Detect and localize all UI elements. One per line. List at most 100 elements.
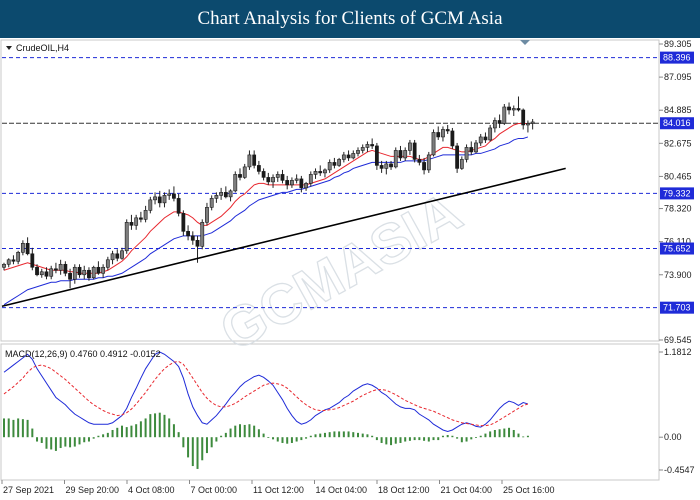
candle bbox=[238, 168, 242, 181]
candle-body bbox=[290, 180, 294, 186]
shift-marker-icon[interactable] bbox=[520, 40, 530, 45]
macd-histogram-bar bbox=[366, 434, 369, 438]
candle-body bbox=[365, 144, 370, 148]
candle-body bbox=[209, 198, 214, 208]
candle-body bbox=[148, 199, 153, 211]
candle bbox=[327, 159, 332, 173]
candle bbox=[412, 139, 417, 163]
candle-body bbox=[464, 147, 469, 160]
candle bbox=[341, 151, 346, 163]
macd-histogram-bar bbox=[243, 424, 246, 438]
candle-body bbox=[82, 269, 87, 276]
macd-histogram-bar bbox=[371, 435, 374, 438]
macd-histogram-bar bbox=[17, 418, 20, 438]
candle bbox=[190, 231, 195, 245]
macd-histogram-bar bbox=[168, 418, 171, 438]
macd-histogram-bar bbox=[489, 431, 492, 438]
candle-body bbox=[313, 171, 318, 175]
candle bbox=[96, 261, 101, 275]
macd-histogram-bar bbox=[7, 418, 10, 438]
candle-body bbox=[138, 217, 143, 220]
candle bbox=[422, 157, 426, 175]
candle bbox=[68, 268, 72, 289]
candle bbox=[502, 103, 507, 125]
candle bbox=[181, 210, 186, 236]
candle-body bbox=[483, 136, 488, 141]
candle-body bbox=[176, 198, 181, 214]
time-tick-label: 14 Oct 04:00 bbox=[316, 485, 368, 495]
macd-histogram-bar bbox=[352, 432, 355, 438]
candle bbox=[294, 174, 299, 184]
macd-histogram-bar bbox=[333, 431, 336, 438]
macd-histogram-bar bbox=[3, 418, 5, 438]
candle-body bbox=[49, 268, 54, 277]
candle bbox=[115, 249, 120, 262]
candle-body bbox=[16, 251, 21, 262]
candle-body bbox=[162, 195, 167, 204]
macd-histogram-bar bbox=[361, 433, 364, 438]
macd-histogram-bar bbox=[87, 437, 90, 442]
candle bbox=[16, 250, 21, 265]
candle-body bbox=[233, 174, 238, 192]
candle-body bbox=[304, 183, 308, 189]
candles bbox=[2, 96, 535, 289]
macd-histogram-bar bbox=[399, 437, 402, 443]
candle bbox=[186, 225, 190, 241]
candle bbox=[35, 264, 39, 277]
candle bbox=[271, 174, 275, 188]
candle-body bbox=[497, 120, 502, 124]
candle bbox=[469, 141, 474, 155]
level-label-bg bbox=[660, 242, 694, 255]
candle bbox=[332, 157, 337, 169]
candle-body bbox=[507, 106, 511, 111]
macd-histogram-bar bbox=[314, 434, 317, 438]
level-label: 71.703 bbox=[663, 303, 691, 313]
candle-body bbox=[431, 132, 436, 156]
candle bbox=[148, 196, 153, 214]
macd-histogram-bar bbox=[102, 434, 105, 438]
macd-histogram-bar bbox=[26, 419, 29, 438]
macd-histogram-bar bbox=[522, 436, 525, 438]
candle-body bbox=[474, 142, 478, 153]
candle bbox=[209, 195, 214, 211]
time-tick-label: 27 Sep 2021 bbox=[3, 485, 54, 495]
candle bbox=[478, 133, 483, 146]
trendline-group bbox=[1, 167, 566, 307]
candle-body bbox=[20, 243, 25, 253]
candle bbox=[63, 261, 68, 277]
macd-histogram-bar bbox=[36, 437, 39, 442]
symbol-dropdown-icon[interactable] bbox=[6, 46, 12, 50]
candle-body bbox=[332, 162, 337, 166]
candle bbox=[2, 262, 6, 271]
macd-histogram-bar bbox=[234, 425, 237, 438]
candle-body bbox=[488, 127, 493, 141]
macd-histogram-bar bbox=[64, 437, 67, 447]
candle-body bbox=[186, 231, 190, 237]
candle-body bbox=[129, 222, 134, 226]
candle bbox=[337, 157, 342, 167]
candle-body bbox=[351, 153, 356, 159]
candle-body bbox=[256, 165, 261, 172]
time-tick-label: 21 Oct 04:00 bbox=[441, 485, 493, 495]
macd-histogram-bar bbox=[465, 437, 468, 442]
candle bbox=[445, 124, 450, 134]
macd-histogram-bar bbox=[239, 424, 241, 438]
macd-histogram-bar bbox=[163, 414, 166, 438]
candle bbox=[242, 163, 247, 179]
candle-body bbox=[58, 263, 63, 271]
candle bbox=[101, 264, 106, 278]
candle bbox=[436, 126, 441, 140]
macd-histogram-bar bbox=[40, 437, 43, 443]
candle-body bbox=[200, 222, 205, 247]
candle bbox=[431, 129, 436, 157]
candle bbox=[455, 142, 460, 173]
level-label-bg bbox=[660, 51, 694, 64]
candle-body bbox=[455, 145, 460, 169]
time-tick-label: 4 Oct 08:00 bbox=[128, 485, 175, 495]
candle-body bbox=[54, 268, 58, 271]
candle-body bbox=[110, 253, 115, 261]
candle bbox=[450, 127, 455, 149]
candle bbox=[58, 259, 63, 275]
macd-histogram-bar bbox=[229, 428, 232, 438]
candle-body bbox=[318, 171, 323, 174]
